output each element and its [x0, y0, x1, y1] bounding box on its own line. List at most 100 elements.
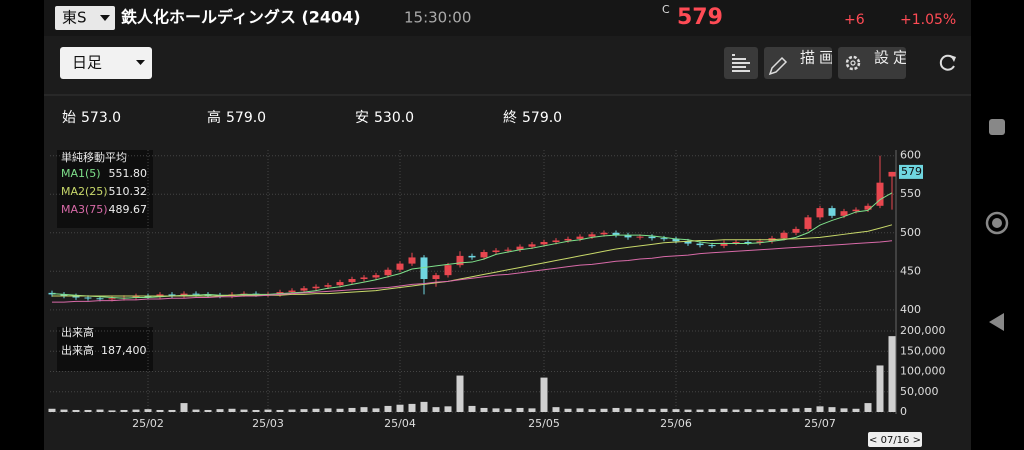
- volume-bar: [840, 408, 848, 412]
- candle-body: [456, 255, 464, 266]
- period-select[interactable]: [60, 47, 152, 79]
- volume-bar: [696, 409, 704, 412]
- candle-body: [396, 263, 404, 270]
- volume-bar: [804, 407, 812, 412]
- volume-bar: [744, 409, 752, 412]
- candle-body: [588, 234, 596, 237]
- candle-body: [624, 235, 632, 238]
- volume-bar: [672, 409, 680, 412]
- ohlc-name: 終: [503, 110, 517, 126]
- candle-body: [876, 182, 884, 206]
- candle-body: [852, 209, 860, 212]
- candle-body: [60, 294, 68, 296]
- candle-body: [480, 252, 488, 258]
- volume-bar: [768, 409, 776, 412]
- volume-bar: [132, 409, 140, 412]
- y-tick-label: 100,000: [900, 365, 946, 378]
- volume-bar: [360, 407, 368, 412]
- volume-bar: [756, 409, 764, 412]
- refresh-icon[interactable]: [939, 54, 955, 71]
- volume-bar: [600, 408, 608, 412]
- ohlc-name: 安: [355, 110, 369, 126]
- nav-back[interactable]: [989, 313, 1004, 331]
- market: 東S: [62, 9, 87, 27]
- volume-bar: [444, 406, 452, 412]
- volume-bar: [396, 404, 404, 412]
- candle-body: [864, 205, 872, 210]
- nav-recent[interactable]: [989, 119, 1005, 135]
- stock-name: 鉄人化ホールディングス (2404): [121, 8, 361, 27]
- volume-bar: [420, 401, 428, 412]
- legend-name: MA1(5): [61, 167, 101, 180]
- change-pct: +1.05%: [900, 12, 956, 28]
- ma-legend-box: [57, 150, 153, 228]
- dropdown-arrow: [136, 60, 145, 65]
- volume-bar: [876, 365, 884, 412]
- candle-body: [636, 236, 644, 238]
- change: +6: [844, 12, 865, 28]
- legend-value: 551.80: [109, 167, 148, 180]
- volume-bar: [792, 408, 800, 412]
- volume-bar: [108, 410, 116, 412]
- ma-line: [52, 240, 893, 303]
- gear-icon-center: [850, 60, 856, 66]
- volume-bar: [660, 408, 668, 412]
- y-tick-label: 0: [900, 405, 907, 418]
- volume-bar: [72, 409, 80, 412]
- candle-body: [312, 286, 320, 289]
- candle-body: [552, 240, 560, 243]
- dropdown-arrow: [100, 15, 110, 21]
- volume-bar: [84, 409, 92, 412]
- volume-bar: [480, 407, 488, 412]
- candle-body: [816, 208, 824, 218]
- candle-body: [564, 238, 572, 241]
- candle-body: [792, 228, 800, 233]
- candle-body: [420, 257, 428, 280]
- ma-line: [52, 224, 893, 297]
- legend-value: 489.67: [109, 203, 148, 216]
- candle-body: [72, 295, 80, 298]
- ma-legend-title: 単純移動平均: [61, 150, 127, 164]
- nav-home[interactable]: [985, 211, 1009, 235]
- volume-bar: [816, 406, 824, 412]
- volume-bar: [612, 407, 620, 412]
- draw-button[interactable]: [764, 47, 832, 79]
- x-tick-label: 25/05: [528, 417, 560, 430]
- candle-body: [684, 241, 692, 244]
- volume-bar: [516, 407, 524, 412]
- y-tick-label: 400: [900, 303, 921, 316]
- mark-layer: [48, 155, 896, 412]
- ohlc-value: 573.0: [81, 110, 121, 126]
- candle-body: [504, 249, 512, 251]
- x-tick-label: 25/07: [804, 417, 836, 430]
- candle-body: [708, 245, 716, 247]
- cursor-label: < 07/16 >: [869, 435, 921, 446]
- candle-body: [336, 282, 344, 286]
- volume-bar: [192, 409, 200, 412]
- volume-bar: [564, 408, 572, 412]
- settings-button[interactable]: [838, 47, 906, 79]
- nav-home-dot: [992, 218, 1002, 228]
- market-select[interactable]: [55, 6, 115, 30]
- volume-bar: [684, 409, 692, 412]
- candle-body: [672, 238, 680, 242]
- legend-value: 510.32: [109, 185, 148, 198]
- candle-body: [528, 244, 536, 247]
- volume-bar: [456, 375, 464, 412]
- candle-body: [888, 171, 896, 177]
- y-tick-label: 150,000: [900, 344, 946, 357]
- volume-bar: [228, 408, 236, 412]
- candle-body: [84, 297, 92, 299]
- legend-name: 出来高: [61, 343, 94, 357]
- y-tick-label: 500: [900, 226, 921, 239]
- legend-name: MA2(25): [61, 185, 108, 198]
- y-tick-label: 450: [900, 264, 921, 277]
- volume-bar: [384, 405, 392, 412]
- candle-body: [540, 242, 548, 245]
- y-tick-label: 200,000: [900, 324, 946, 337]
- volume-bar: [720, 408, 728, 412]
- candle-body: [780, 232, 788, 239]
- x-tick-label: 25/03: [252, 417, 284, 430]
- cursor-tag: [868, 432, 922, 447]
- list-icon: [732, 54, 750, 72]
